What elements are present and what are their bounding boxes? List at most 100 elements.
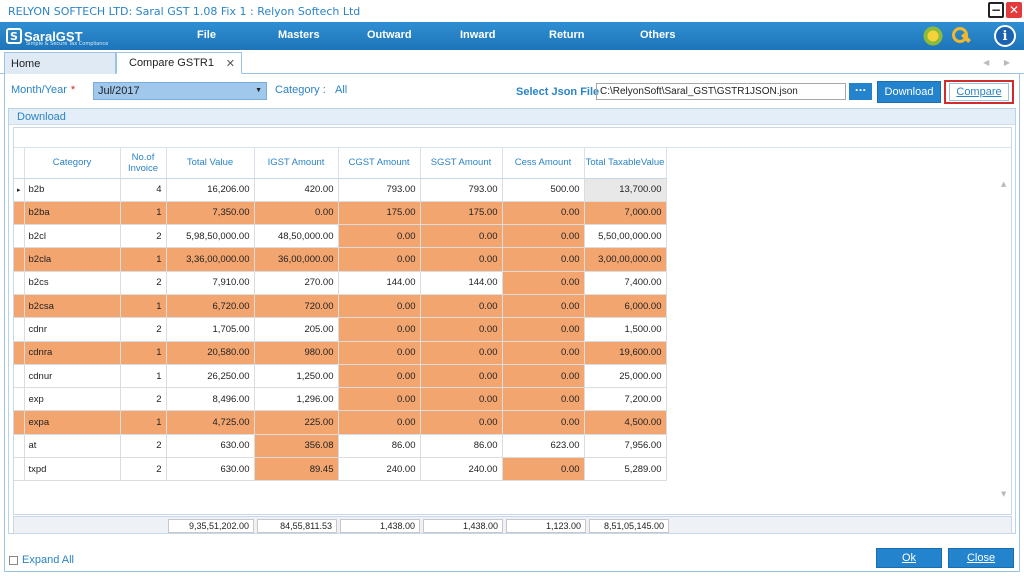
cell-category: b2b xyxy=(24,178,121,202)
table-row[interactable]: b2csa 1 6,720.00 720.00 0.00 0.00 0.00 6,000.00 xyxy=(14,294,667,319)
current-row-indicator-icon[interactable]: ▸ xyxy=(14,178,25,202)
expand-all-label: Expand All xyxy=(22,554,74,566)
table-row[interactable]: cdnra 1 20,580.00 980.00 0.00 0.00 0.00 19,600.… xyxy=(14,341,667,365)
menu-masters[interactable]: Masters xyxy=(278,29,320,41)
cell-taxable: 1,500.00 xyxy=(584,317,667,342)
table-row[interactable]: ▸ b2b 4 16,206.00 420.00 793.00 793.00 500.00 13… xyxy=(14,178,667,202)
table-row[interactable]: cdnur 1 26,250.00 1,250.00 0.00 0.00 0.00 25,00… xyxy=(14,364,667,389)
month-year-select[interactable]: Jul/2017 ▼ xyxy=(93,82,267,100)
cell-invoice: 2 xyxy=(120,224,167,249)
cell-total: 3,36,00,000.00 xyxy=(166,247,255,272)
cell-total: 16,206.00 xyxy=(166,178,255,202)
cell-total: 4,725.00 xyxy=(166,410,255,435)
cell-cgst: 0.00 xyxy=(338,247,421,272)
expand-all-checkbox[interactable] xyxy=(9,555,18,565)
cell-sgst: 0.00 xyxy=(420,224,503,249)
panel-title: Download xyxy=(9,109,1015,125)
col-cgst-amount[interactable]: CGST Amount xyxy=(338,148,421,179)
table-row[interactable]: txpd 2 630.00 89.45 240.00 240.00 0.00 5,289.00 xyxy=(14,457,667,482)
cell-cess: 0.00 xyxy=(502,387,585,412)
toolbar-icons xyxy=(922,25,972,47)
download-button[interactable]: Download xyxy=(877,81,941,103)
browse-button[interactable]: ... xyxy=(849,83,872,100)
row-selector[interactable] xyxy=(14,247,25,272)
menu-inward[interactable]: Inward xyxy=(460,29,496,41)
row-selector[interactable] xyxy=(14,294,25,319)
cell-invoice: 1 xyxy=(120,247,167,272)
table-row[interactable]: expa 1 4,725.00 225.00 0.00 0.00 0.00 4,500.00 xyxy=(14,410,667,435)
cell-cgst: 144.00 xyxy=(338,271,421,295)
col-invoice-count[interactable]: No.of Invoice xyxy=(120,148,167,179)
cell-sgst: 793.00 xyxy=(420,178,503,202)
cell-invoice: 1 xyxy=(120,341,167,365)
table-row[interactable]: at 2 630.00 356.08 86.00 86.00 623.00 7,956.00 xyxy=(14,434,667,459)
taxable-value-sum: 8,51,05,145.00 xyxy=(589,519,669,533)
menu-return[interactable]: Return xyxy=(549,29,585,41)
cell-invoice: 1 xyxy=(120,410,167,435)
table-row[interactable]: b2cla 1 3,36,00,000.00 36,00,000.00 0.00 0.00… xyxy=(14,247,667,272)
cell-cgst: 0.00 xyxy=(338,341,421,365)
col-igst-amount[interactable]: IGST Amount xyxy=(254,148,339,179)
cell-taxable: 3,00,00,000.00 xyxy=(584,247,667,272)
select-json-label: Select Json File xyxy=(516,86,600,98)
cell-cess: 0.00 xyxy=(502,364,585,389)
tab-home[interactable]: Home xyxy=(4,52,116,74)
row-selector[interactable] xyxy=(14,341,25,365)
table-row[interactable]: exp 2 8,496.00 1,296.00 0.00 0.00 0.00 7,200.00 xyxy=(14,387,667,412)
row-selector[interactable] xyxy=(14,271,25,295)
row-selector[interactable] xyxy=(14,201,25,226)
menu-outward[interactable]: Outward xyxy=(367,29,412,41)
cell-igst: 270.00 xyxy=(254,271,339,295)
tab-scroll-arrows-icon[interactable]: ◀ ▶ xyxy=(983,58,1016,67)
vertical-scrollbar[interactable]: ▲ ▼ xyxy=(997,178,1011,498)
key-icon[interactable] xyxy=(950,25,972,47)
scroll-up-icon[interactable]: ▲ xyxy=(1001,180,1007,188)
cell-cess: 0.00 xyxy=(502,271,585,295)
settings-gear-icon[interactable] xyxy=(922,25,944,47)
cell-igst: 720.00 xyxy=(254,294,339,319)
compare-button[interactable]: Compare xyxy=(944,80,1014,104)
month-year-value: Jul/2017 xyxy=(98,85,140,97)
col-sgst-amount[interactable]: SGST Amount xyxy=(420,148,503,179)
cell-cgst: 0.00 xyxy=(338,410,421,435)
menu-others[interactable]: Others xyxy=(640,29,676,41)
cell-igst: 89.45 xyxy=(254,457,339,482)
table-row[interactable]: b2ba 1 7,350.00 0.00 175.00 175.00 0.00 7,000.0… xyxy=(14,201,667,226)
cell-cgst: 793.00 xyxy=(338,178,421,202)
table-row[interactable]: cdnr 2 1,705.00 205.00 0.00 0.00 0.00 1,500.00 xyxy=(14,317,667,342)
tab-compare-gstr1[interactable]: Compare GSTR1 ✕ xyxy=(116,52,242,74)
col-cess-amount[interactable]: Cess Amount xyxy=(502,148,585,179)
row-selector[interactable] xyxy=(14,317,25,342)
download-grid-panel: Download Category No.of Invoice Total Va… xyxy=(8,108,1016,534)
col-total-value[interactable]: Total Value xyxy=(166,148,255,179)
expand-all-toggle[interactable]: Expand All xyxy=(9,554,74,566)
cell-taxable: 4,500.00 xyxy=(584,410,667,435)
minimize-icon[interactable]: − xyxy=(988,2,1004,18)
table-row[interactable]: b2cs 2 7,910.00 270.00 144.00 144.00 0.00 7,400… xyxy=(14,271,667,295)
info-icon[interactable]: i xyxy=(994,25,1016,47)
cell-igst: 1,250.00 xyxy=(254,364,339,389)
close-window-icon[interactable]: ✕ xyxy=(1006,2,1022,18)
scroll-down-icon[interactable]: ▼ xyxy=(1001,490,1007,498)
row-selector[interactable] xyxy=(14,410,25,435)
col-category[interactable]: Category xyxy=(24,148,121,179)
tab-close-icon[interactable]: ✕ xyxy=(225,58,235,70)
ok-button[interactable]: Ok xyxy=(876,548,942,568)
close-button[interactable]: Close xyxy=(948,548,1014,568)
row-selector[interactable] xyxy=(14,364,25,389)
cell-sgst: 0.00 xyxy=(420,247,503,272)
cell-category: b2ba xyxy=(24,201,121,226)
table-row[interactable]: b2cl 2 5,98,50,000.00 48,50,000.00 0.00 0.00 0… xyxy=(14,224,667,249)
row-selector[interactable] xyxy=(14,434,25,459)
col-total-taxable-value[interactable]: Total TaxableValue xyxy=(584,148,667,179)
window-titlebar: RELYON SOFTECH LTD: Saral GST 1.08 Fix 1… xyxy=(0,0,1024,22)
row-selector[interactable] xyxy=(14,457,25,482)
cell-cess: 0.00 xyxy=(502,457,585,482)
row-selector[interactable] xyxy=(14,387,25,412)
cell-taxable: 5,289.00 xyxy=(584,457,667,482)
json-file-path-field[interactable]: C:\RelyonSoft\Saral_GST\GSTR1JSON.json xyxy=(596,83,846,100)
menu-file[interactable]: File xyxy=(197,29,216,41)
category-value[interactable]: All xyxy=(335,84,348,96)
logo-mark-icon: S xyxy=(6,28,22,44)
row-selector[interactable] xyxy=(14,224,25,249)
